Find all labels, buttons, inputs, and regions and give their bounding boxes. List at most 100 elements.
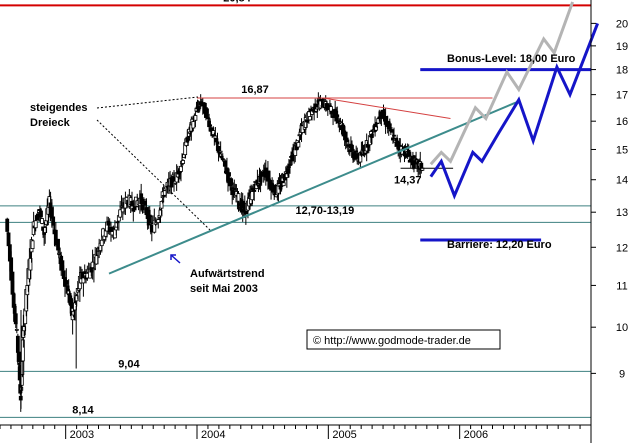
candle-body — [374, 126, 379, 131]
candle-body — [60, 260, 65, 271]
candle-body — [344, 137, 349, 143]
candle-body — [222, 160, 227, 167]
triangle-falling-line — [323, 97, 451, 119]
candle-body — [5, 218, 10, 232]
y-tick-label: 12 — [616, 242, 628, 254]
candle-body — [296, 142, 301, 148]
candle-body — [218, 150, 223, 153]
candle-body — [81, 277, 86, 284]
candle-body — [33, 220, 38, 229]
y-tick-label: 9 — [619, 368, 625, 380]
candle-body — [159, 201, 164, 209]
peak-label: 16,87 — [241, 84, 269, 96]
candle-body — [236, 193, 241, 202]
barrier-label: Barriere: 12,20 Euro — [447, 239, 552, 251]
y-tick-label: 16 — [616, 116, 628, 128]
trend-label-line2: seit Mai 2003 — [190, 283, 258, 295]
candle-body — [350, 144, 354, 151]
candle-body — [179, 165, 183, 172]
y-tick-label: 18 — [616, 65, 628, 77]
horizontal-line-label-3: 9,04 — [118, 358, 140, 370]
scenario-paths — [429, 1, 599, 200]
candle-body — [17, 361, 22, 364]
candle-body — [250, 191, 255, 201]
candle-body — [347, 149, 352, 153]
candle-body — [329, 106, 333, 112]
candle-body — [293, 145, 298, 156]
horizontal-line-label-0: 20,84 — [223, 0, 251, 4]
source-box: © http://www.godmode-trader.de — [306, 329, 501, 350]
candle-body — [30, 240, 35, 249]
x-tick-label: 2006 — [464, 429, 488, 441]
y-tick-label: 11 — [616, 280, 627, 292]
candle-body — [118, 209, 123, 218]
candle-body — [191, 121, 196, 129]
candle-body — [215, 141, 220, 145]
candle-body — [193, 115, 198, 121]
candle-body — [40, 218, 44, 224]
x-tick-label: 2004 — [201, 429, 225, 441]
candle-body — [20, 339, 25, 362]
trend-lines — [108, 68, 591, 275]
candle-body — [213, 135, 218, 139]
triangle-leader-top — [96, 96, 199, 109]
y-tick-label: 19 — [616, 41, 628, 53]
candle-body — [308, 116, 312, 121]
scenario-blue-path — [429, 22, 599, 200]
candle-body — [147, 214, 152, 218]
candle-body — [152, 219, 157, 233]
horizontal-lines: 20,84 9,04 8,14 — [0, 0, 591, 418]
y-tick-label: 15 — [616, 144, 628, 156]
x-tick-label: 2005 — [332, 429, 356, 441]
y-tick-label: 14 — [616, 175, 628, 187]
candle-body — [392, 134, 396, 137]
y-axis-ticks: 9 10 11 12 13 14 15 16 17 18 19 20 — [591, 18, 628, 380]
candle-body — [252, 189, 257, 192]
candle-body — [269, 182, 273, 191]
candle-body — [14, 328, 19, 331]
horizontal-line-label-4: 8,14 — [72, 404, 94, 416]
candle-body — [28, 258, 33, 271]
y-tick-label: 13 — [616, 207, 628, 219]
triangle-label-line2: Dreieck — [30, 117, 71, 129]
candle-body — [205, 108, 209, 114]
candle-body — [156, 219, 161, 223]
x-tick-label: 2003 — [70, 429, 94, 441]
uptrend-pointer-arrow — [170, 254, 181, 264]
price-candles — [5, 92, 425, 412]
candle-body — [99, 239, 104, 247]
candle-body — [288, 164, 292, 166]
bonus-level-label: Bonus-Level: 18,00 Euro — [447, 53, 576, 65]
trend-label-line1: Aufwärtstrend — [190, 268, 265, 280]
triangle-label-line1: steigendes — [30, 102, 87, 114]
candle-body — [211, 130, 216, 135]
candle-body — [186, 138, 191, 141]
candle-body — [51, 216, 56, 226]
low-label: 14,37 — [394, 174, 422, 186]
candle-body — [13, 313, 18, 325]
candle-body — [39, 210, 43, 218]
uptrend-line — [108, 101, 517, 275]
y-tick-label: 17 — [616, 90, 628, 102]
candle-body — [281, 182, 286, 187]
candle-body — [15, 335, 20, 353]
candle-body — [181, 160, 185, 164]
candle-body — [310, 110, 314, 115]
candle-body — [56, 238, 60, 251]
range-label: 12,70-13,19 — [296, 205, 355, 217]
source-text: © http://www.godmode-trader.de — [313, 335, 471, 347]
candle-body — [290, 154, 294, 162]
candle-body — [169, 177, 174, 188]
candle-body — [335, 114, 340, 118]
y-tick-label: 20 — [616, 18, 628, 30]
candle-body — [225, 167, 229, 174]
scenario-grey-path — [429, 1, 575, 166]
y-tick-label: 10 — [616, 322, 628, 334]
candle-body — [229, 178, 234, 186]
candle-body — [227, 172, 231, 177]
candle-body — [338, 121, 343, 124]
candle-body — [69, 298, 73, 304]
